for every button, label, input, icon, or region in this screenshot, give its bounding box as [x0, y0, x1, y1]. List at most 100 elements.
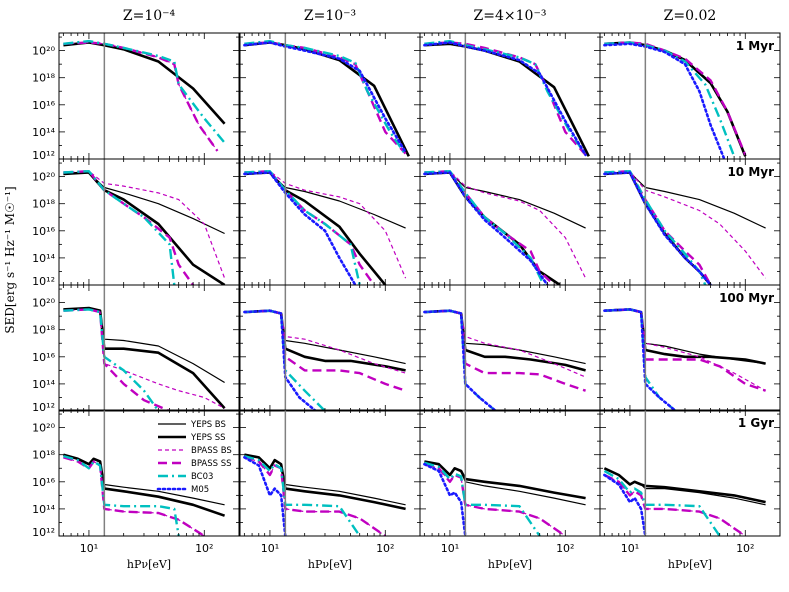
panel-frame [58, 32, 240, 160]
series-line-bc03 [424, 461, 541, 536]
age-label: 100 Myr [719, 291, 774, 305]
legend-label: YEPS SS [190, 433, 226, 443]
y-tick-label: 10¹⁶ [32, 476, 55, 489]
series-line-m05 [603, 473, 647, 536]
panel: 10¹ 10² hPν[eV] 1 Gyr [599, 409, 781, 571]
series-line-bc03 [424, 169, 545, 285]
age-label: 1 Myr [736, 39, 774, 53]
panel: 10¹ 10² hPν[eV] [419, 409, 601, 571]
series-line-yeps-ss [63, 41, 226, 125]
series-line-yeps-ss [244, 453, 406, 511]
x-tick-label: 10² [376, 542, 394, 555]
series-line-bpass-bs [63, 170, 226, 279]
series-line-bpass-ss [424, 41, 587, 156]
series-line-m05 [423, 41, 587, 157]
series-line-m05 [243, 309, 318, 411]
series-line-yeps-ss [244, 309, 406, 372]
series-line-bc03 [604, 41, 736, 157]
panel [239, 158, 421, 286]
series-line-bc03 [244, 169, 361, 285]
series-line-bpass-bs [604, 170, 767, 279]
y-tick-label: 10¹⁴ [32, 126, 55, 139]
y-tick-label: 10¹² [32, 401, 55, 414]
age-label: 1 Gyr [738, 416, 774, 430]
series-line-bc03 [604, 169, 707, 285]
series-line-yeps-bs [424, 171, 586, 229]
x-tick-label: 10¹ [621, 542, 639, 555]
legend-label: BPASS BS [191, 446, 232, 456]
panel: 10²⁰ 10¹⁸ 10¹⁶ 10¹⁴ 10¹² 10¹ 10² hPν[eV] [32, 409, 240, 571]
column-title: Z=4×10⁻³ [474, 8, 547, 24]
x-tick-label: 10² [556, 542, 574, 555]
series-line-bpass-bs [424, 310, 586, 378]
panel: 10¹ 10² hPν[eV] [239, 409, 421, 571]
x-tick-label: 10¹ [261, 542, 279, 555]
series-line-yeps-bs [604, 308, 766, 365]
series-line-m05 [243, 171, 357, 285]
series-line-yeps-bs [63, 171, 225, 235]
panel: 1 Myr [599, 32, 781, 160]
series-line-bpass-ss [603, 473, 746, 536]
series-line-bpass-bs [604, 474, 746, 536]
series-line-bc03 [63, 308, 160, 411]
series-line-bpass-ss [244, 309, 406, 392]
series-line-yeps-ss [424, 309, 586, 372]
series-line-bpass-ss [424, 309, 586, 392]
series-line-m05 [423, 309, 498, 411]
series-line-m05 [603, 42, 726, 159]
x-tick-label: 10² [736, 542, 754, 555]
y-tick-label: 10¹⁸ [32, 449, 55, 462]
series-line-yeps-bs [244, 171, 406, 229]
column-title: Z=0.02 [664, 8, 717, 24]
panel-frame [599, 409, 781, 537]
column-title: Z=10⁻³ [304, 8, 356, 24]
series-line-bc03 [63, 39, 226, 144]
y-tick-label: 10¹⁴ [32, 378, 55, 391]
panel: 10²⁰ 10¹⁸ 10¹⁶ 10¹⁴ 10¹² [32, 284, 240, 414]
series-line-bc03 [603, 469, 721, 536]
panel: 10²⁰ 10¹⁸ 10¹⁶ 10¹⁴ 10¹² [32, 158, 240, 288]
age-label: 10 Myr [727, 165, 774, 179]
column-title: Z=10⁻⁴ [123, 8, 176, 24]
series-line-bpass-ss [604, 41, 747, 156]
series-line-bpass-ss [604, 169, 712, 285]
series-line-m05 [423, 171, 549, 285]
x-tick-label: 10¹ [441, 542, 459, 555]
series-line-bpass-bs [63, 41, 218, 152]
y-tick-label: 10²⁰ [32, 422, 55, 435]
panel-frame [58, 284, 240, 412]
series-line-m05 [423, 462, 467, 536]
series-line-bpass-ss [244, 169, 376, 285]
legend-label: M05 [191, 485, 209, 495]
panel-frame [239, 158, 421, 286]
panel: 10²⁰ 10¹⁸ 10¹⁶ 10¹⁴ 10¹² [32, 32, 240, 162]
series-line-bc03 [63, 454, 180, 536]
series-line-yeps-ss [244, 41, 410, 157]
series-line-yeps-bs [244, 454, 406, 506]
panel [239, 32, 421, 160]
panel: 10 Myr [599, 158, 781, 286]
panel: 100 Myr [599, 284, 781, 412]
y-tick-label: 10¹² [32, 149, 55, 162]
panel [419, 32, 601, 160]
y-tick-label: 10²⁰ [32, 171, 55, 184]
legend-label: BPASS SS [191, 459, 232, 469]
series-line-m05 [243, 41, 407, 154]
series-line-bpass-bs [424, 170, 587, 279]
series-line-yeps-ss [424, 460, 586, 500]
series-line-m05 [243, 456, 287, 536]
series-line-yeps-ss [603, 467, 766, 504]
legend-label: BC03 [191, 472, 213, 482]
series-line-bpass-bs [63, 308, 225, 409]
series-line-m05 [603, 308, 678, 411]
series-line-yeps-ss [244, 171, 387, 285]
series-line-yeps-ss [424, 42, 590, 157]
y-tick-label: 10¹⁸ [32, 324, 55, 337]
y-tick-label: 10¹⁸ [32, 198, 55, 211]
series-line-yeps-ss [424, 171, 561, 285]
y-tick-label: 10¹⁶ [32, 99, 55, 112]
panel-frame [599, 284, 781, 412]
series-line-bpass-ss [63, 308, 171, 411]
x-tick-label: 10¹ [80, 542, 98, 555]
